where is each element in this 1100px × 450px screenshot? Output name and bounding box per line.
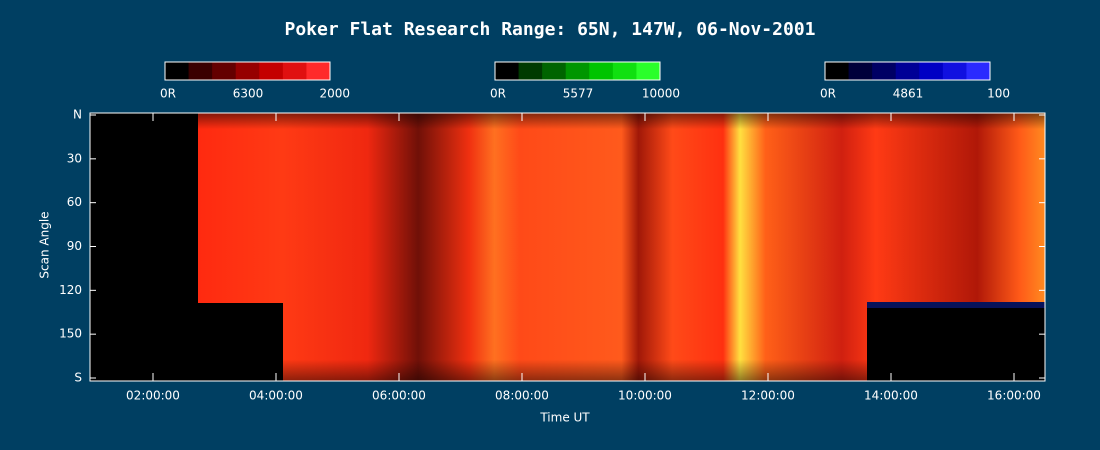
colorbar-segment <box>919 62 944 80</box>
colorbar-label: 5577 <box>563 87 594 101</box>
colorbars: 0R 6300 2000 0R 5577 10000 0R 4861 100 <box>160 61 1010 101</box>
colorbar-label: 0R <box>820 87 836 101</box>
colorbar-frame <box>824 61 991 81</box>
x-tick-label: 06:00:00 <box>372 389 426 403</box>
y-tick-label: N <box>73 108 82 122</box>
y-tick-label: 30 <box>67 151 82 165</box>
colorbar-label: 10000 <box>642 87 680 101</box>
x-tick-label: 12:00:00 <box>741 389 795 403</box>
colorbar-segment <box>282 62 307 80</box>
colorbar-segment <box>565 62 590 80</box>
colorbar-label: 0R <box>490 87 506 101</box>
colorbar-segment <box>872 62 897 80</box>
colorbar-frame <box>164 61 331 81</box>
y-tick-label: 60 <box>67 195 82 209</box>
y-tick-label: 120 <box>59 283 82 297</box>
colorbar-label: 2000 <box>319 87 350 101</box>
no-data <box>90 303 283 381</box>
colorbar-segment <box>212 62 237 80</box>
colorbar-segment <box>306 62 331 80</box>
colorbar-segment <box>542 62 567 80</box>
colorbar-segment <box>518 62 543 80</box>
colorbar-segment <box>495 62 520 80</box>
y-tick-label: 150 <box>59 327 82 341</box>
x-tick-label: 08:00:00 <box>495 389 549 403</box>
colorbar-segment <box>589 62 614 80</box>
x-tick-label: 04:00:00 <box>249 389 303 403</box>
colorbar-segment <box>942 62 967 80</box>
x-tick-label: 10:00:00 <box>618 389 672 403</box>
x-axis-label: Time UT <box>539 411 590 425</box>
y-axis-label: Scan Angle <box>38 211 52 278</box>
colorbar-label: 100 <box>987 87 1010 101</box>
edge <box>867 302 1045 308</box>
x-tick-label: 16:00:00 <box>987 389 1041 403</box>
colorbar-label: 6300 <box>233 87 264 101</box>
y-tick-label: S <box>74 371 82 385</box>
keogram <box>89 112 1046 382</box>
colorbar-label: 0R <box>160 87 176 101</box>
no-data <box>867 302 1045 381</box>
colorbar-frame <box>494 61 661 81</box>
colorbar-segment <box>235 62 260 80</box>
axes: N 30 60 90 120 150 S 02:00:00 04:00:00 06:00:00 08… <box>59 108 1045 403</box>
colorbar-label: 4861 <box>893 87 924 101</box>
x-tick-label: 02:00:00 <box>126 389 180 403</box>
colorbar-segment <box>848 62 873 80</box>
colorbar-segment <box>188 62 213 80</box>
colorbar-segment <box>612 62 637 80</box>
y-tick-label: 90 <box>67 239 82 253</box>
colorbar-segment <box>636 62 661 80</box>
colorbar-segment <box>259 62 284 80</box>
title: Poker Flat Research Range: 65N, 147W, 06… <box>284 19 815 40</box>
colorbar-segment <box>825 62 850 80</box>
colorbar-segment <box>895 62 920 80</box>
colorbar-segment <box>165 62 190 80</box>
x-tick-label: 14:00:00 <box>864 389 918 403</box>
colorbar-segment <box>966 62 991 80</box>
